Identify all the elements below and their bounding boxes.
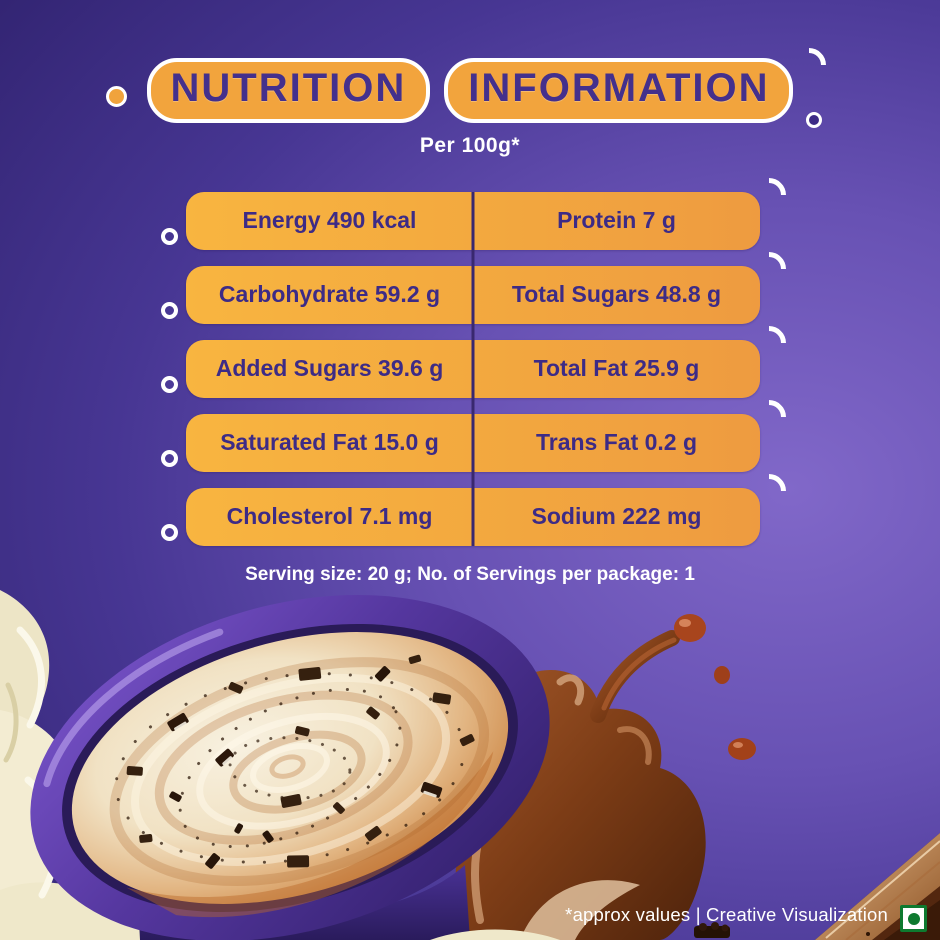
title-word-nutrition: NUTRITION <box>146 58 431 123</box>
disclaimer-text: *approx values | Creative Visualization <box>565 904 888 925</box>
product-hero-image <box>0 590 940 940</box>
nutrition-table: Energy 490 kcal Protein 7 g Carbohydrate… <box>161 170 794 546</box>
table-center-divider <box>471 192 475 546</box>
row-ring-decoration <box>161 302 178 319</box>
cookie-crumbs <box>126 654 475 869</box>
cell-total-sugars: Total Sugars 48.8 g <box>511 280 722 307</box>
row-ring-decoration <box>161 228 178 245</box>
serving-size-note: Serving size: 20 g; No. of Servings per … <box>245 564 695 585</box>
row-ring-decoration <box>161 376 178 393</box>
cell-protein: Protein 7 g <box>557 206 676 233</box>
title-word-information: INFORMATION <box>444 58 794 123</box>
per-100g-label: Per 100g* <box>419 134 521 157</box>
cell-sodium: Sodium 222 mg <box>531 502 702 529</box>
cell-cholesterol: Cholesterol 7.1 mg <box>226 502 433 529</box>
cell-trans-fat: Trans Fat 0.2 g <box>535 428 698 455</box>
dessert-bowl <box>30 595 550 940</box>
vegetarian-green-dot-icon <box>900 905 927 932</box>
cell-saturated-fat: Saturated Fat 15.0 g <box>220 428 439 455</box>
page-title: NUTRITION INFORMATION <box>0 58 940 123</box>
cell-total-fat: Total Fat 25.9 g <box>533 354 700 381</box>
cell-added-sugars: Added Sugars 39.6 g <box>215 354 444 381</box>
veg-dot <box>907 912 920 925</box>
title-left-dot-decoration <box>106 86 127 107</box>
title-right-dot-decoration <box>806 112 822 128</box>
cookie-bit <box>694 922 730 938</box>
cell-energy: Energy 490 kcal <box>242 206 417 233</box>
cell-carbohydrate: Carbohydrate 59.2 g <box>218 280 441 307</box>
row-ring-decoration <box>161 450 178 467</box>
row-ring-decoration <box>161 524 178 541</box>
milk-pool <box>430 929 560 940</box>
